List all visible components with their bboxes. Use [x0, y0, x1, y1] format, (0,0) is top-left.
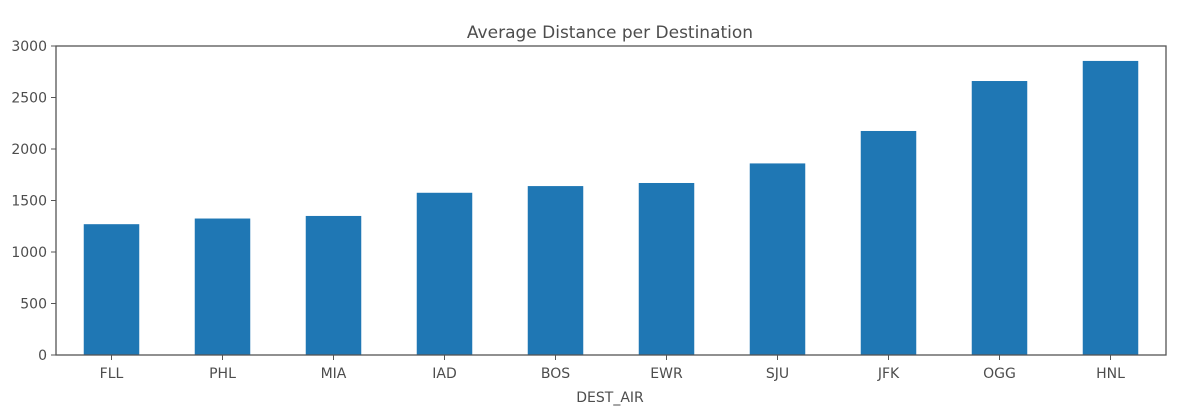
x-tick-label: IAD	[432, 366, 457, 382]
y-tick-label: 1500	[11, 194, 47, 210]
x-tick-label: FLL	[100, 366, 124, 382]
y-tick-label: 500	[20, 297, 47, 313]
bar-jfk	[860, 130, 917, 355]
y-tick-label: 1000	[11, 245, 47, 261]
x-tick-label: JFK	[877, 366, 900, 382]
bar-fll	[83, 224, 140, 355]
y-tick-label: 0	[38, 348, 47, 364]
x-tick-label: SJU	[766, 366, 789, 382]
bar-phl	[194, 218, 251, 355]
x-tick-label: BOS	[541, 366, 570, 382]
y-tick-label: 2500	[11, 91, 47, 107]
y-axis: 0 500 1000 1500 2000 2500 3000	[11, 39, 56, 364]
x-tick-label: EWR	[650, 366, 683, 382]
x-tick-label: MIA	[321, 366, 347, 382]
bar-mia	[305, 215, 362, 355]
bar-ogg	[971, 81, 1028, 356]
bar-bos	[527, 186, 584, 355]
bar-ewr	[638, 182, 695, 355]
bar-iad	[416, 192, 473, 355]
x-tick-label: OGG	[983, 366, 1016, 382]
bars-group	[83, 60, 1139, 356]
bar-hnl	[1082, 60, 1139, 356]
y-tick-label: 3000	[11, 39, 47, 55]
bar-sju	[749, 163, 806, 355]
x-tick-label: HNL	[1096, 366, 1125, 382]
y-tick-label: 2000	[11, 142, 47, 158]
plot-frame	[55, 45, 1167, 356]
x-axis: FLL PHL MIA IAD BOS EWR SJU JFK OGG HNL	[100, 355, 1125, 382]
x-axis-title: DEST_AIR	[576, 390, 644, 406]
x-tick-label: PHL	[209, 366, 236, 382]
chart-title: Average Distance per Destination	[467, 23, 753, 43]
